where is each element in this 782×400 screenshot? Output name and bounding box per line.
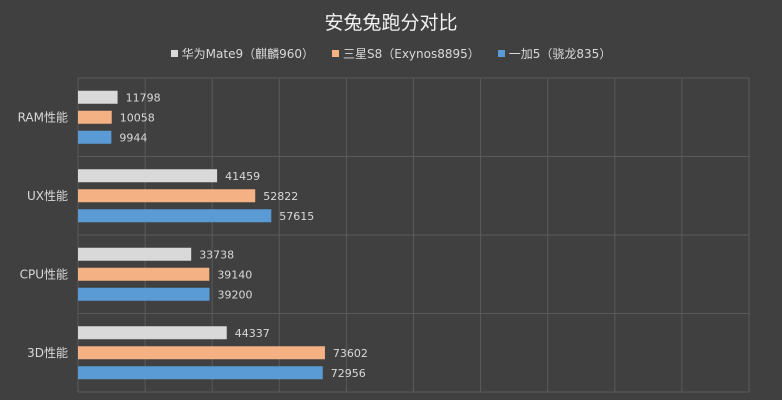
data-label: 9944: [119, 131, 147, 144]
category-label: CPU性能: [20, 267, 68, 281]
data-label: 44337: [235, 327, 270, 340]
data-label: 73602: [333, 347, 368, 360]
bar: [78, 366, 323, 380]
data-label: 39140: [217, 268, 252, 281]
data-label: 72956: [331, 367, 366, 380]
data-label: 39200: [218, 288, 253, 301]
bar: [78, 209, 272, 223]
legend-item-series-0: 华为Mate9（麒麟960）: [170, 45, 314, 62]
bar: [78, 189, 256, 203]
bar: [78, 130, 112, 144]
data-label: 33738: [199, 248, 234, 261]
legend-label-series-2: 一加5（骁龙835）: [508, 47, 612, 61]
legend-item-series-2: 一加5（骁龙835）: [497, 45, 612, 62]
bar: [78, 90, 118, 104]
bar: [78, 346, 325, 360]
legend-swatch-series-1: [332, 50, 339, 57]
category-label: 3D性能: [27, 346, 68, 360]
legend: 华为Mate9（麒麟960） 三星S8（Exynos8895） 一加5（骁龙83…: [0, 45, 782, 62]
category-label: RAM性能: [18, 110, 68, 124]
legend-swatch-series-2: [497, 50, 505, 57]
legend-label-series-1: 三星S8（Exynos8895）: [343, 47, 480, 61]
category-label: UX性能: [27, 189, 68, 203]
bar: [78, 247, 192, 261]
bar: [78, 326, 227, 340]
legend-item-series-1: 三星S8（Exynos8895）: [332, 45, 480, 62]
data-label: 57615: [279, 210, 314, 223]
legend-label-series-0: 华为Mate9（麒麟960）: [181, 47, 314, 61]
bar: [78, 110, 112, 124]
data-label: 52822: [263, 190, 298, 203]
bar: [78, 169, 218, 183]
legend-swatch-series-0: [170, 50, 178, 57]
data-label: 11798: [126, 91, 161, 104]
data-label: 41459: [225, 170, 260, 183]
bar: [78, 267, 210, 281]
chart-title: 安兔兔跑分对比: [324, 12, 458, 34]
data-label: 10058: [120, 111, 155, 124]
bar: [78, 287, 210, 301]
